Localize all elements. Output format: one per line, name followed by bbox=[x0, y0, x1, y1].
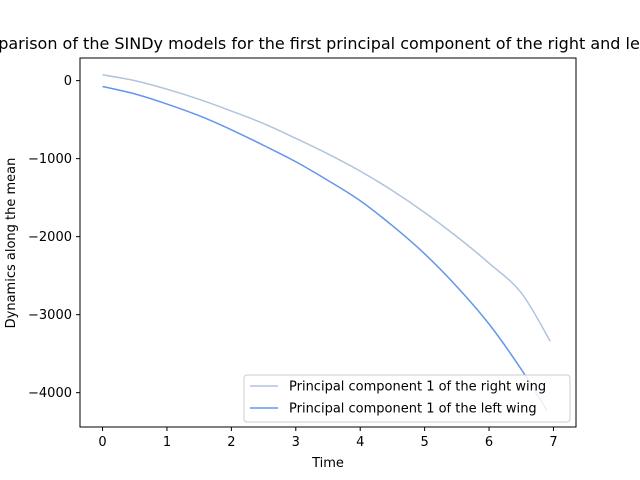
x-tick-label: 2 bbox=[227, 435, 235, 450]
y-tick-label: −1000 bbox=[28, 152, 72, 167]
series-line-1 bbox=[102, 74, 551, 342]
x-tick-label: 3 bbox=[292, 435, 300, 450]
x-tick-label: 6 bbox=[485, 435, 493, 450]
x-tick-label: 4 bbox=[356, 435, 364, 450]
legend: Principal component 1 of the right wing P… bbox=[243, 374, 571, 423]
chart-title: Comparison of the SINDy models for the f… bbox=[0, 34, 640, 53]
y-tick-label: 0 bbox=[64, 74, 72, 89]
x-tick-label: 0 bbox=[98, 435, 106, 450]
series-layer bbox=[102, 74, 551, 412]
y-tick-label: −3000 bbox=[28, 308, 72, 323]
x-tick-label: 5 bbox=[420, 435, 428, 450]
x-tick-label: 1 bbox=[163, 435, 171, 450]
y-axis-label: Dynamics along the mean bbox=[4, 158, 19, 329]
y-axis: 0 −1000 −2000 −3000 −4000 bbox=[28, 74, 80, 401]
series-line-2 bbox=[102, 85, 548, 412]
x-axis-label: Time bbox=[311, 456, 344, 471]
x-axis: 0 1 2 3 4 5 6 7 bbox=[98, 427, 558, 450]
y-tick-label: −4000 bbox=[28, 386, 72, 401]
x-tick-label: 7 bbox=[549, 435, 557, 450]
legend-label-2: Principal component 1 of the left wing bbox=[289, 402, 537, 417]
y-tick-label: −2000 bbox=[28, 230, 72, 245]
legend-label-1: Principal component 1 of the right wing bbox=[289, 380, 546, 395]
legend-box bbox=[243, 374, 571, 423]
plot-frame bbox=[79, 57, 577, 428]
